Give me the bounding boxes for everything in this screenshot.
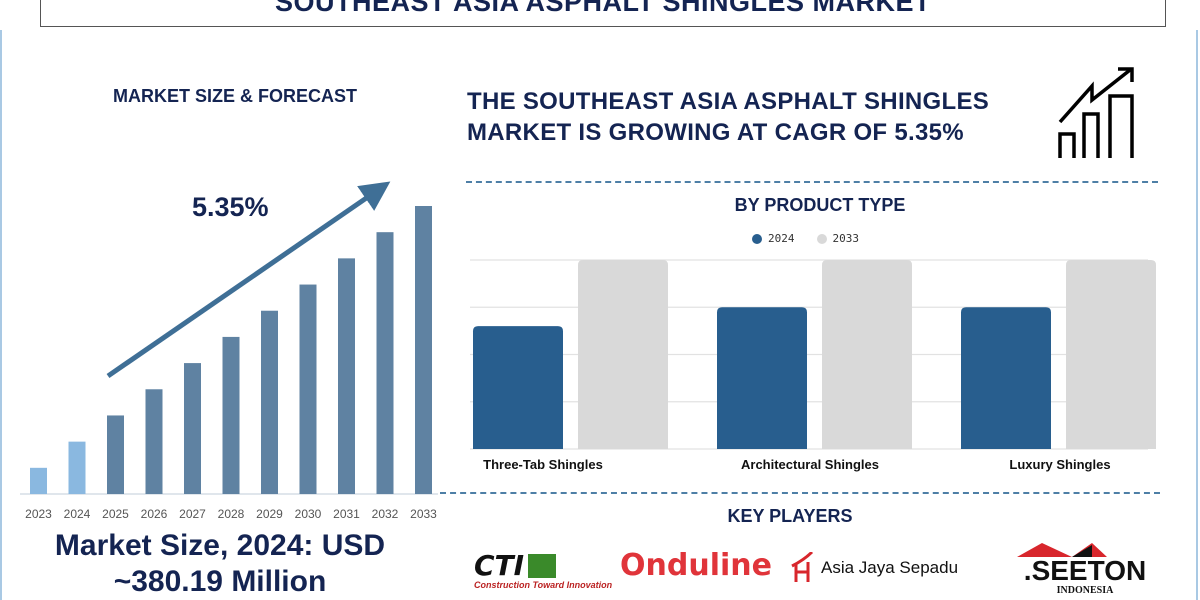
legend-swatch xyxy=(816,233,827,244)
bar-2032 xyxy=(376,232,394,494)
left-border xyxy=(0,30,2,600)
bar-2024-0 xyxy=(473,326,563,449)
market-size-line1: Market Size, 2024: USD xyxy=(54,529,386,562)
seeton-sub: INDONESIA xyxy=(1056,585,1114,596)
x-tick-label: 2026 xyxy=(141,507,168,521)
cti-logo-text: CTI xyxy=(474,549,525,582)
market-size-section-title: MARKET SIZE & FORECAST xyxy=(112,86,357,106)
asia-jaya-sepadu-text: Asia Jaya Sepadu xyxy=(821,558,959,577)
x-tick-label: 2029 xyxy=(256,507,283,521)
bar-2024-2 xyxy=(961,307,1051,449)
category-label: Luxury Shingles xyxy=(1009,457,1111,472)
onduline-logo: Onduline xyxy=(620,548,772,583)
bar-2033-1 xyxy=(822,260,912,449)
x-tick-label: 2030 xyxy=(295,507,322,521)
x-tick-label: 2031 xyxy=(333,507,360,521)
x-tick-label: 2024 xyxy=(64,507,91,521)
asia-jaya-sepadu-logo: Asia Jaya Sepadu xyxy=(790,552,958,584)
bar-2029 xyxy=(261,310,278,494)
x-tick-label: 2028 xyxy=(218,507,245,521)
divider xyxy=(466,181,1158,183)
bar-2027 xyxy=(184,363,201,494)
cagr-headline: THE SOUTHEAST ASIA ASPHALT SHINGLES MARK… xyxy=(467,88,990,146)
legend-item-2024: 2024 xyxy=(752,232,795,245)
legend-item-2033: 2033 xyxy=(816,232,860,245)
x-tick-label: 2033 xyxy=(410,507,437,521)
key-players-title: KEY PLAYERS xyxy=(727,506,853,526)
right-border xyxy=(1196,30,1198,600)
market-size-text: Market Size, 2024: USD ~380.19 Million xyxy=(10,528,430,600)
bar-2033-2 xyxy=(1066,260,1156,449)
x-tick-label: 2027 xyxy=(179,507,206,521)
cti-logo: CTI Construction Toward Innovation xyxy=(474,549,613,591)
page-title: SOUTHEAST ASIA ASPHALT SHINGLES MARKET xyxy=(40,0,1166,27)
bar-2026 xyxy=(145,389,163,494)
chart-legend: 2024 2033 xyxy=(752,232,859,245)
legend-label: 2033 xyxy=(832,232,860,245)
product-type-chart xyxy=(470,259,1156,450)
x-tick-label: 2025 xyxy=(102,507,129,521)
bar-2033-0 xyxy=(578,260,668,449)
divider xyxy=(440,492,1160,494)
seeton-logo: .SEETON INDONESIA xyxy=(1015,543,1155,596)
seeton-roof-icon xyxy=(1017,543,1107,557)
cti-mark-icon xyxy=(528,554,557,578)
page-title-text: SOUTHEAST ASIA ASPHALT SHINGLES MARKET xyxy=(274,0,932,17)
product-type-title: BY PRODUCT TYPE xyxy=(734,195,906,215)
category-label: Architectural Shingles xyxy=(741,457,879,472)
cagr-annotation: 5.35% xyxy=(192,192,269,222)
bar-2033 xyxy=(415,206,432,494)
bar-2030 xyxy=(299,284,317,494)
legend-swatch xyxy=(752,233,762,244)
market-size-chart: 2023 2024 2025 2026 2027 2028 2029 2030 2031 2032… xyxy=(20,181,438,521)
legend-label: 2024 xyxy=(768,232,795,245)
growth-arrow-icon xyxy=(106,181,391,379)
bar-2023 xyxy=(30,467,47,494)
cti-tagline: Construction Toward Innovation xyxy=(474,580,613,590)
bar-2028 xyxy=(222,336,240,494)
category-label: Three-Tab Shingles xyxy=(483,457,603,472)
market-size-line2: ~380.19 Million xyxy=(113,565,327,598)
seeton-text: .SEETON xyxy=(1023,555,1147,586)
bar-2024 xyxy=(68,441,86,494)
x-tick-label: 2032 xyxy=(372,507,399,521)
bar-2031 xyxy=(338,258,355,494)
roof-icon xyxy=(791,552,814,582)
bar-2025 xyxy=(107,415,124,494)
bar-2024-1 xyxy=(717,307,807,449)
growth-chart-icon xyxy=(1058,67,1134,158)
x-tick-label: 2023 xyxy=(25,507,52,521)
